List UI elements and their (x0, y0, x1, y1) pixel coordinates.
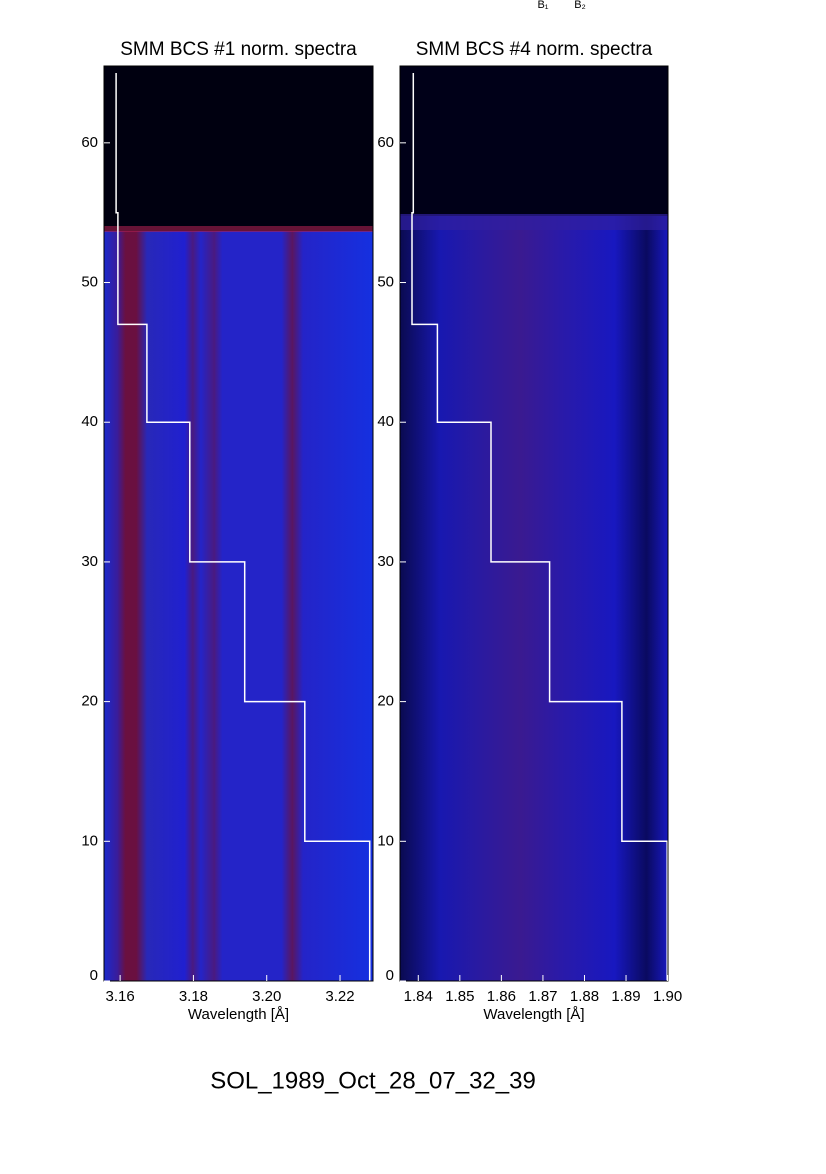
y-tick-label: 50 (81, 273, 98, 290)
y-tick-label: 10 (81, 832, 98, 849)
x-tick-label: 1.86 (487, 988, 516, 1005)
x-tick-label: 3.22 (325, 988, 354, 1005)
annotation: B₁ (537, 0, 548, 11)
y-tick-label: 10 (377, 832, 394, 849)
y-tick-label: 60 (81, 134, 98, 151)
y-tick-label: 20 (377, 693, 394, 710)
x-tick-label: 1.89 (611, 988, 640, 1005)
chart-title: SMM BCS #4 norm. spectra (416, 39, 653, 60)
y-tick-label: 60 (377, 134, 394, 151)
heatmap-empty (104, 66, 373, 231)
plot-frame (399, 65, 669, 982)
x-tick-label: 1.90 (653, 988, 682, 1005)
y-tick-label: 0 (90, 967, 98, 984)
y-tick-label: 30 (81, 553, 98, 570)
y-tick-label: 40 (81, 413, 98, 430)
x-tick-label: 1.84 (404, 988, 433, 1005)
x-tick-label: 3.20 (252, 988, 281, 1005)
step-line (411, 73, 668, 981)
heatmap-empty (400, 66, 668, 216)
x-tick-label: 1.85 (445, 988, 474, 1005)
footer: SOL_1989_Oct_28_07_32_39 (210, 1067, 536, 1094)
y-tick-label: 30 (377, 553, 394, 570)
annotation: B₂ (574, 0, 586, 11)
chart-title: SMM BCS #1 norm. spectra (120, 39, 357, 60)
heatmap-edge (104, 226, 373, 232)
heatmap-edge (400, 214, 668, 230)
x-tick-label: 3.16 (106, 988, 135, 1005)
x-tick-label: 1.88 (570, 988, 599, 1005)
step-line (115, 73, 371, 981)
x-tick-label: 3.18 (179, 988, 208, 1005)
y-tick-label: 20 (81, 693, 98, 710)
y-tick-label: 0 (386, 967, 394, 984)
x-axis-label: Wavelength [Å] (188, 1006, 289, 1023)
y-tick-label: 40 (377, 413, 394, 430)
plot-frame (103, 65, 374, 982)
y-tick-label: 50 (377, 273, 394, 290)
x-tick-label: 1.87 (528, 988, 557, 1005)
x-axis-label: Wavelength [Å] (483, 1006, 584, 1023)
